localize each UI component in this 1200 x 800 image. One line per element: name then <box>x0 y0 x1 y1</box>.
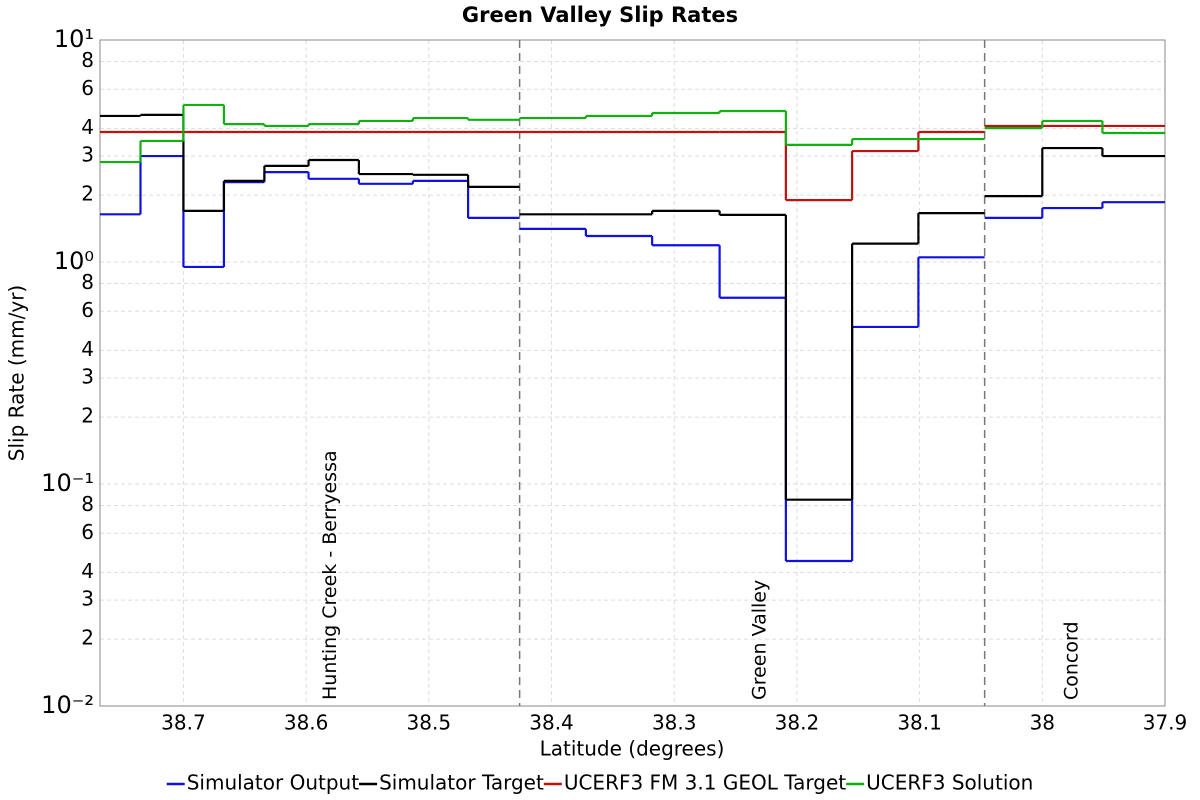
y-tick-label: 4 <box>81 337 94 361</box>
y-tick-label: 8 <box>81 48 94 72</box>
y-tick-label: 10⁰ <box>54 247 94 275</box>
legend-label: UCERF3 Solution <box>866 771 1033 795</box>
y-tick-label: 10⁻² <box>41 691 94 719</box>
y-tick-label: 8 <box>81 492 94 516</box>
x-tick-label: 38.1 <box>897 711 942 735</box>
legend-label: UCERF3 FM 3.1 GEOL Target <box>564 771 846 795</box>
x-tick-label: 38.5 <box>407 711 452 735</box>
y-tick-label: 6 <box>81 520 94 544</box>
y-tick-label: 8 <box>81 270 94 294</box>
chart-title: Green Valley Slip Rates <box>462 3 738 27</box>
x-tick-label: 38 <box>1030 711 1055 735</box>
y-tick-label: 2 <box>81 404 94 428</box>
legend-label: Simulator Output <box>187 771 360 795</box>
x-tick-label: 38.3 <box>652 711 697 735</box>
y-tick-label: 4 <box>81 115 94 139</box>
y-tick-label: 2 <box>81 626 94 650</box>
y-tick-label: 10¹ <box>54 25 94 53</box>
y-tick-label: 6 <box>81 76 94 100</box>
y-tick-label: 4 <box>81 559 94 583</box>
y-tick-label: 6 <box>81 298 94 322</box>
plot-frame <box>99 39 1166 707</box>
y-tick-label: 3 <box>81 143 94 167</box>
y-tick-label: 10⁻¹ <box>41 469 94 497</box>
x-tick-label: 38.2 <box>775 711 820 735</box>
y-tick-label: 3 <box>81 365 94 389</box>
section-label: Hunting Creek - Berryessa <box>319 450 341 700</box>
section-label: Green Valley <box>749 580 771 700</box>
y-tick-label: 3 <box>81 587 94 611</box>
x-axis-label: Latitude (degrees) <box>540 737 725 761</box>
x-tick-label: 38.4 <box>529 711 574 735</box>
y-tick-label: 2 <box>81 182 94 206</box>
y-axis-label: Slip Rate (mm/yr) <box>5 285 29 461</box>
section-label: Concord <box>1060 621 1082 700</box>
legend-label: Simulator Target <box>379 771 544 795</box>
x-tick-label: 38.6 <box>284 711 329 735</box>
x-tick-label: 38.7 <box>161 711 206 735</box>
x-tick-label: 37.9 <box>1143 711 1188 735</box>
